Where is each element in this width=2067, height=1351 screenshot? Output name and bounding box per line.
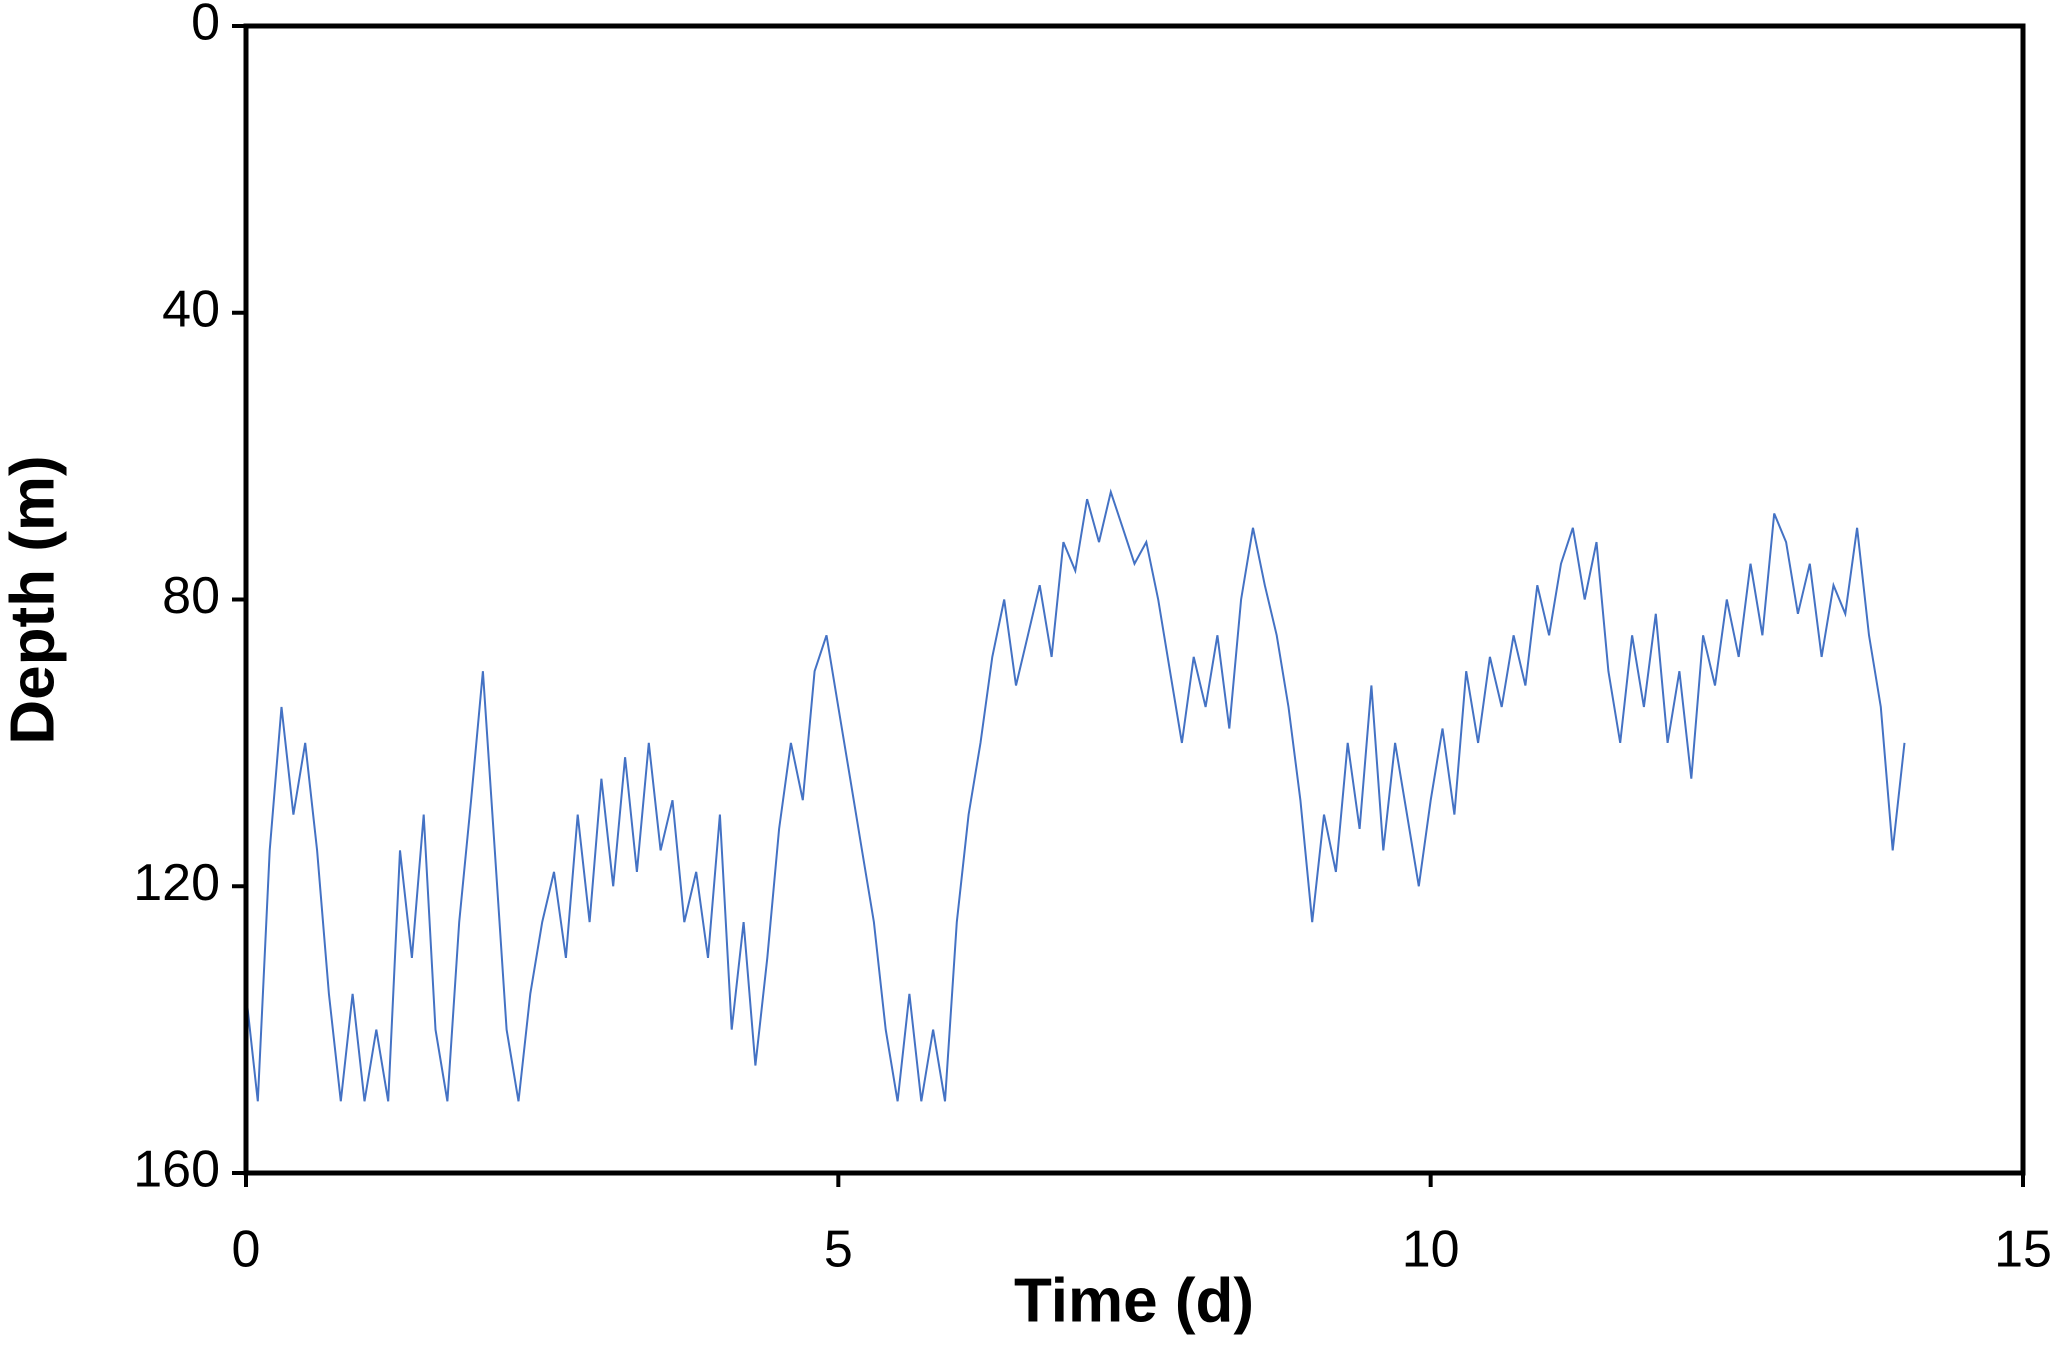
y-tick-label: 0 (191, 0, 220, 52)
x-tick-label: 0 (232, 1221, 261, 1279)
y-tick-label: 80 (162, 567, 220, 625)
y-tick-label: 40 (162, 280, 220, 338)
data-line (245, 488, 1906, 1102)
x-tick-label: 10 (1402, 1221, 1460, 1279)
y-axis-title: Depth (m) (0, 455, 67, 744)
y-tick-label: 160 (133, 1141, 220, 1199)
x-axis-title: Time (d) (1014, 1266, 1254, 1335)
x-tick-label: 5 (824, 1221, 853, 1279)
x-tick-label: 15 (1994, 1221, 2052, 1279)
y-tick-label: 120 (133, 854, 220, 912)
plot-frame (243, 23, 2026, 1176)
